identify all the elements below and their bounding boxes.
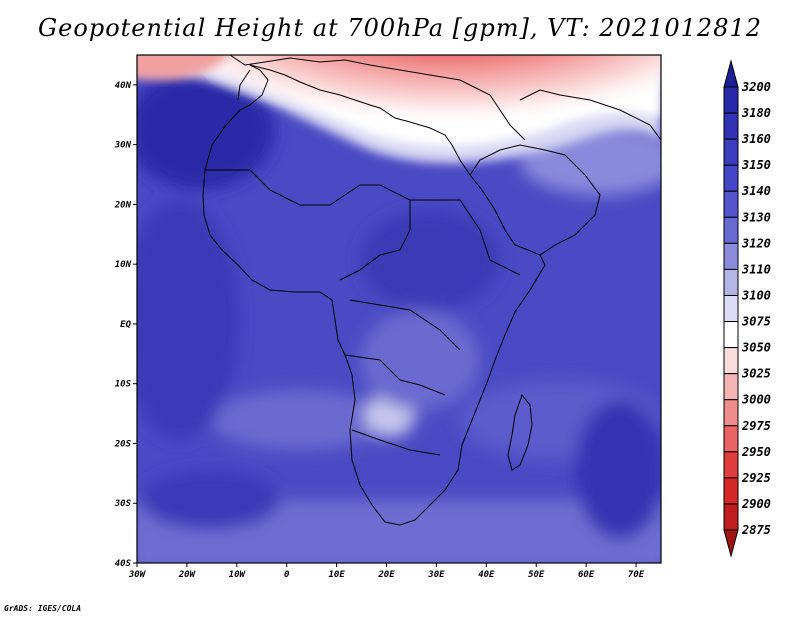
- colorbar-swatch: [723, 86, 739, 114]
- colorbar-swatch: [723, 451, 739, 479]
- lon-tick-label: 20W: [178, 570, 197, 580]
- colorbar-label: 3200: [741, 80, 771, 94]
- colorbar-arrow-bottom: [723, 529, 739, 558]
- lat-tick-label: 10N: [115, 260, 132, 270]
- colorbar-label: 3180: [741, 106, 771, 120]
- colorbar-swatch: [723, 268, 739, 296]
- plot-frame: [136, 54, 662, 564]
- colorbar-swatch: [723, 216, 739, 244]
- colorbar-label: 3150: [741, 158, 771, 172]
- colorbar-label: 3140: [741, 184, 771, 198]
- lon-tick-label: 10E: [328, 570, 345, 580]
- lon-tick-label: 30E: [427, 570, 445, 580]
- credit-label: GrADS: IGES/COLA: [4, 604, 82, 613]
- lat-tick-label: 40N: [115, 81, 132, 91]
- colorbar-label: 2900: [741, 497, 771, 511]
- lat-tick-label: 20S: [114, 439, 132, 449]
- colorbar-swatch: [723, 425, 739, 453]
- colorbar-label: 2875: [741, 523, 771, 537]
- colorbar-label: 3075: [741, 315, 771, 329]
- colorbar-swatch: [723, 399, 739, 427]
- colorbar-swatch: [723, 503, 739, 531]
- colorbar-label: 3000: [741, 393, 771, 407]
- lon-tick-label: 20E: [377, 570, 395, 580]
- lon-tick-label: 40E: [478, 570, 495, 580]
- colorbar-swatch: [723, 112, 739, 140]
- colorbar-arrow-top: [723, 59, 739, 88]
- axis-ticks: 30W 20W 10W 0 10E 20E 30E 40E 50E 60E 70E 40N 30N 20N…: [114, 81, 645, 580]
- lat-tick-label: 40S: [115, 559, 132, 569]
- colorbar-label: 2950: [741, 445, 771, 459]
- lon-tick-label: 30W: [128, 570, 147, 580]
- lat-tick-label: 10S: [115, 380, 132, 390]
- colorbar-label: 3110: [741, 262, 771, 276]
- colorbar-swatch: [723, 190, 739, 218]
- colorbar-label: 3130: [741, 210, 771, 224]
- lon-tick-label: 0: [284, 570, 290, 580]
- lat-tick-label: 30N: [114, 141, 132, 151]
- colorbar-label: 3120: [741, 236, 771, 250]
- colorbar-label: 2975: [741, 419, 771, 433]
- colorbar-label: 3160: [741, 132, 771, 146]
- chart-title: Geopotential Height at 700hPa [gpm], VT:…: [38, 14, 762, 42]
- colorbar-swatch: [723, 347, 739, 375]
- colorbar: 3200 3180 3160 3150 3140 3130 3120 3110 3100 3075…: [723, 59, 771, 558]
- lon-tick-label: 50E: [528, 570, 545, 580]
- colorbar-label: 3100: [741, 288, 771, 302]
- lat-tick-label: 30S: [114, 499, 132, 509]
- colorbar-swatch: [723, 164, 739, 192]
- lat-tick-label: EQ: [120, 320, 131, 330]
- colorbar-swatch: [723, 294, 739, 323]
- lon-tick-label: 10W: [229, 570, 247, 580]
- colorbar-label: 2925: [741, 471, 771, 485]
- colorbar-swatch: [723, 477, 739, 505]
- colorbar-swatch: [723, 321, 739, 349]
- colorbar-label: 3025: [741, 367, 771, 381]
- coastlines: [202, 55, 661, 526]
- colorbar-swatch: [723, 242, 739, 270]
- colorbar-label: 3050: [741, 341, 771, 355]
- lon-tick-label: 70E: [628, 570, 645, 580]
- lat-tick-label: 20N: [114, 200, 132, 210]
- lon-tick-label: 60E: [578, 570, 595, 580]
- colorbar-swatch: [723, 138, 739, 166]
- height-field: [137, 55, 661, 563]
- colorbar-swatch: [723, 373, 739, 401]
